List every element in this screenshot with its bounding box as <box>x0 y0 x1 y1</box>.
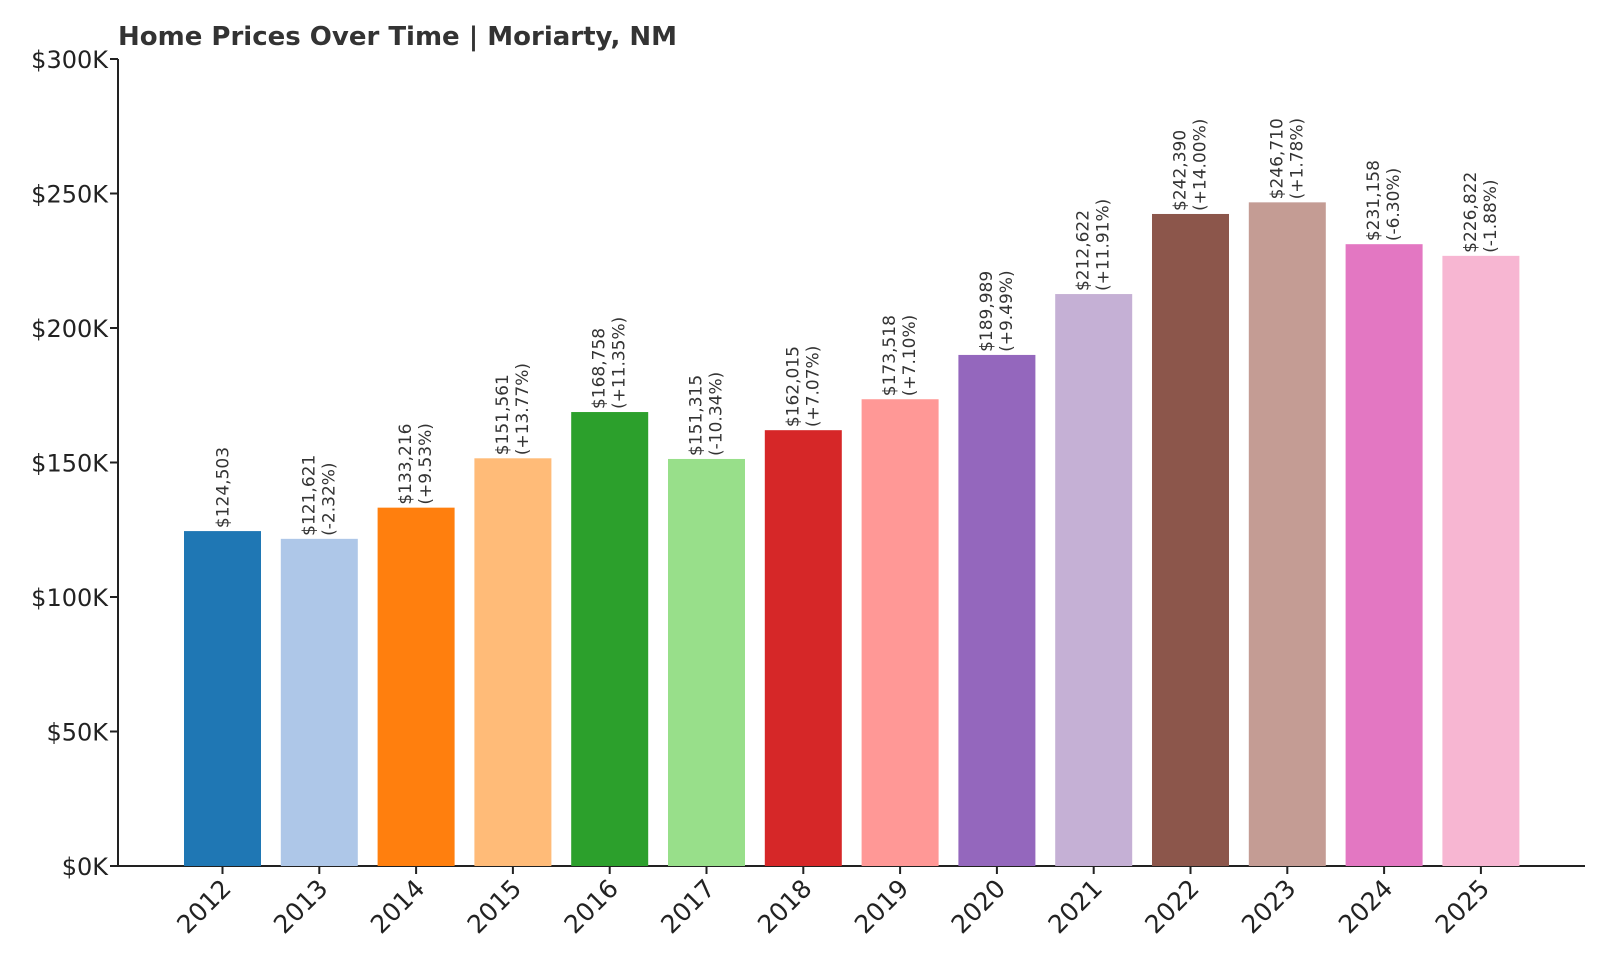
bar-2025 <box>1442 255 1520 866</box>
bar-2022 <box>1152 213 1229 867</box>
value-label: $151,561 <box>493 374 513 455</box>
bar-2021 <box>1055 294 1133 866</box>
data-labels: $124,503 $121,621 (-2.32%) $133,216 (+9.53%)… <box>214 118 1501 536</box>
change-label: (+9.53%) <box>416 423 436 505</box>
value-label: $231,158 <box>1364 160 1384 241</box>
bar-2014 <box>377 507 455 866</box>
change-label: (-1.88%) <box>1481 179 1501 252</box>
value-label: $151,315 <box>687 375 707 456</box>
change-label: (+1.78%) <box>1287 118 1307 200</box>
change-label: (+9.49%) <box>997 270 1017 352</box>
x-tick-label: 2013 <box>268 874 333 939</box>
x-tick-label: 2024 <box>1333 874 1398 939</box>
bar-2024 <box>1345 244 1423 866</box>
chart-title: Home Prices Over Time | Moriarty, NM <box>118 22 677 52</box>
bar-2015 <box>474 458 552 866</box>
value-label: $242,390 <box>1171 130 1191 211</box>
x-tick-label: 2025 <box>1430 874 1495 939</box>
y-tick-label: $0K <box>62 853 110 881</box>
y-tick-label: $150K <box>31 450 109 478</box>
value-label: $212,622 <box>1074 210 1094 291</box>
value-label: $162,015 <box>783 346 803 427</box>
change-label: (+13.77%) <box>513 363 533 455</box>
x-axis: 2012 2013 2014 2015 2016 2017 2018 2019 2020 2021… <box>118 865 1585 939</box>
x-tick-label: 2022 <box>1139 874 1204 939</box>
value-label: $124,503 <box>214 447 234 528</box>
value-label: $246,710 <box>1267 118 1287 199</box>
bar-2016 <box>571 412 649 866</box>
x-tick-label: 2020 <box>946 874 1011 939</box>
bar-2023 <box>1248 202 1326 866</box>
x-tick-label: 2015 <box>462 874 527 939</box>
y-tick-label: $100K <box>31 584 109 612</box>
change-label: (-2.32%) <box>319 462 339 535</box>
value-label: $189,989 <box>977 271 997 352</box>
value-label: $121,621 <box>299 455 319 536</box>
change-label: (-10.34%) <box>707 372 727 456</box>
change-label: (+14.00%) <box>1191 119 1211 211</box>
change-label: (-6.30%) <box>1384 168 1404 241</box>
x-tick-label: 2017 <box>655 874 720 939</box>
bar-2012 <box>184 531 261 866</box>
value-label: $226,822 <box>1461 172 1481 253</box>
change-label: (+7.07%) <box>803 346 823 428</box>
bar-2019 <box>861 399 939 866</box>
change-label: (+11.35%) <box>610 317 630 409</box>
value-label: $173,518 <box>880 315 900 396</box>
change-label: (+7.10%) <box>900 315 920 397</box>
bar-2018 <box>764 430 842 866</box>
x-tick-label: 2021 <box>1042 874 1107 939</box>
x-tick-label: 2014 <box>365 874 430 939</box>
bar-2020 <box>958 354 1036 866</box>
y-tick-label: $250K <box>31 181 109 209</box>
x-tick-label: 2016 <box>558 874 623 939</box>
y-tick-label: $50K <box>46 719 109 747</box>
bars <box>184 202 1520 867</box>
x-tick-label: 2019 <box>849 874 914 939</box>
value-label: $133,216 <box>396 424 416 505</box>
bar-2017 <box>668 458 745 866</box>
y-tick-label: $300K <box>31 46 109 74</box>
value-label: $168,758 <box>590 328 610 409</box>
y-tick-label: $200K <box>31 315 109 343</box>
x-tick-label: 2012 <box>171 874 236 939</box>
bar-2013 <box>280 538 358 866</box>
y-axis: $0K $50K $100K $150K $200K $250K $300K <box>31 46 119 881</box>
x-tick-label: 2018 <box>752 874 817 939</box>
x-tick-label: 2023 <box>1236 874 1301 939</box>
change-label: (+11.91%) <box>1094 199 1114 291</box>
